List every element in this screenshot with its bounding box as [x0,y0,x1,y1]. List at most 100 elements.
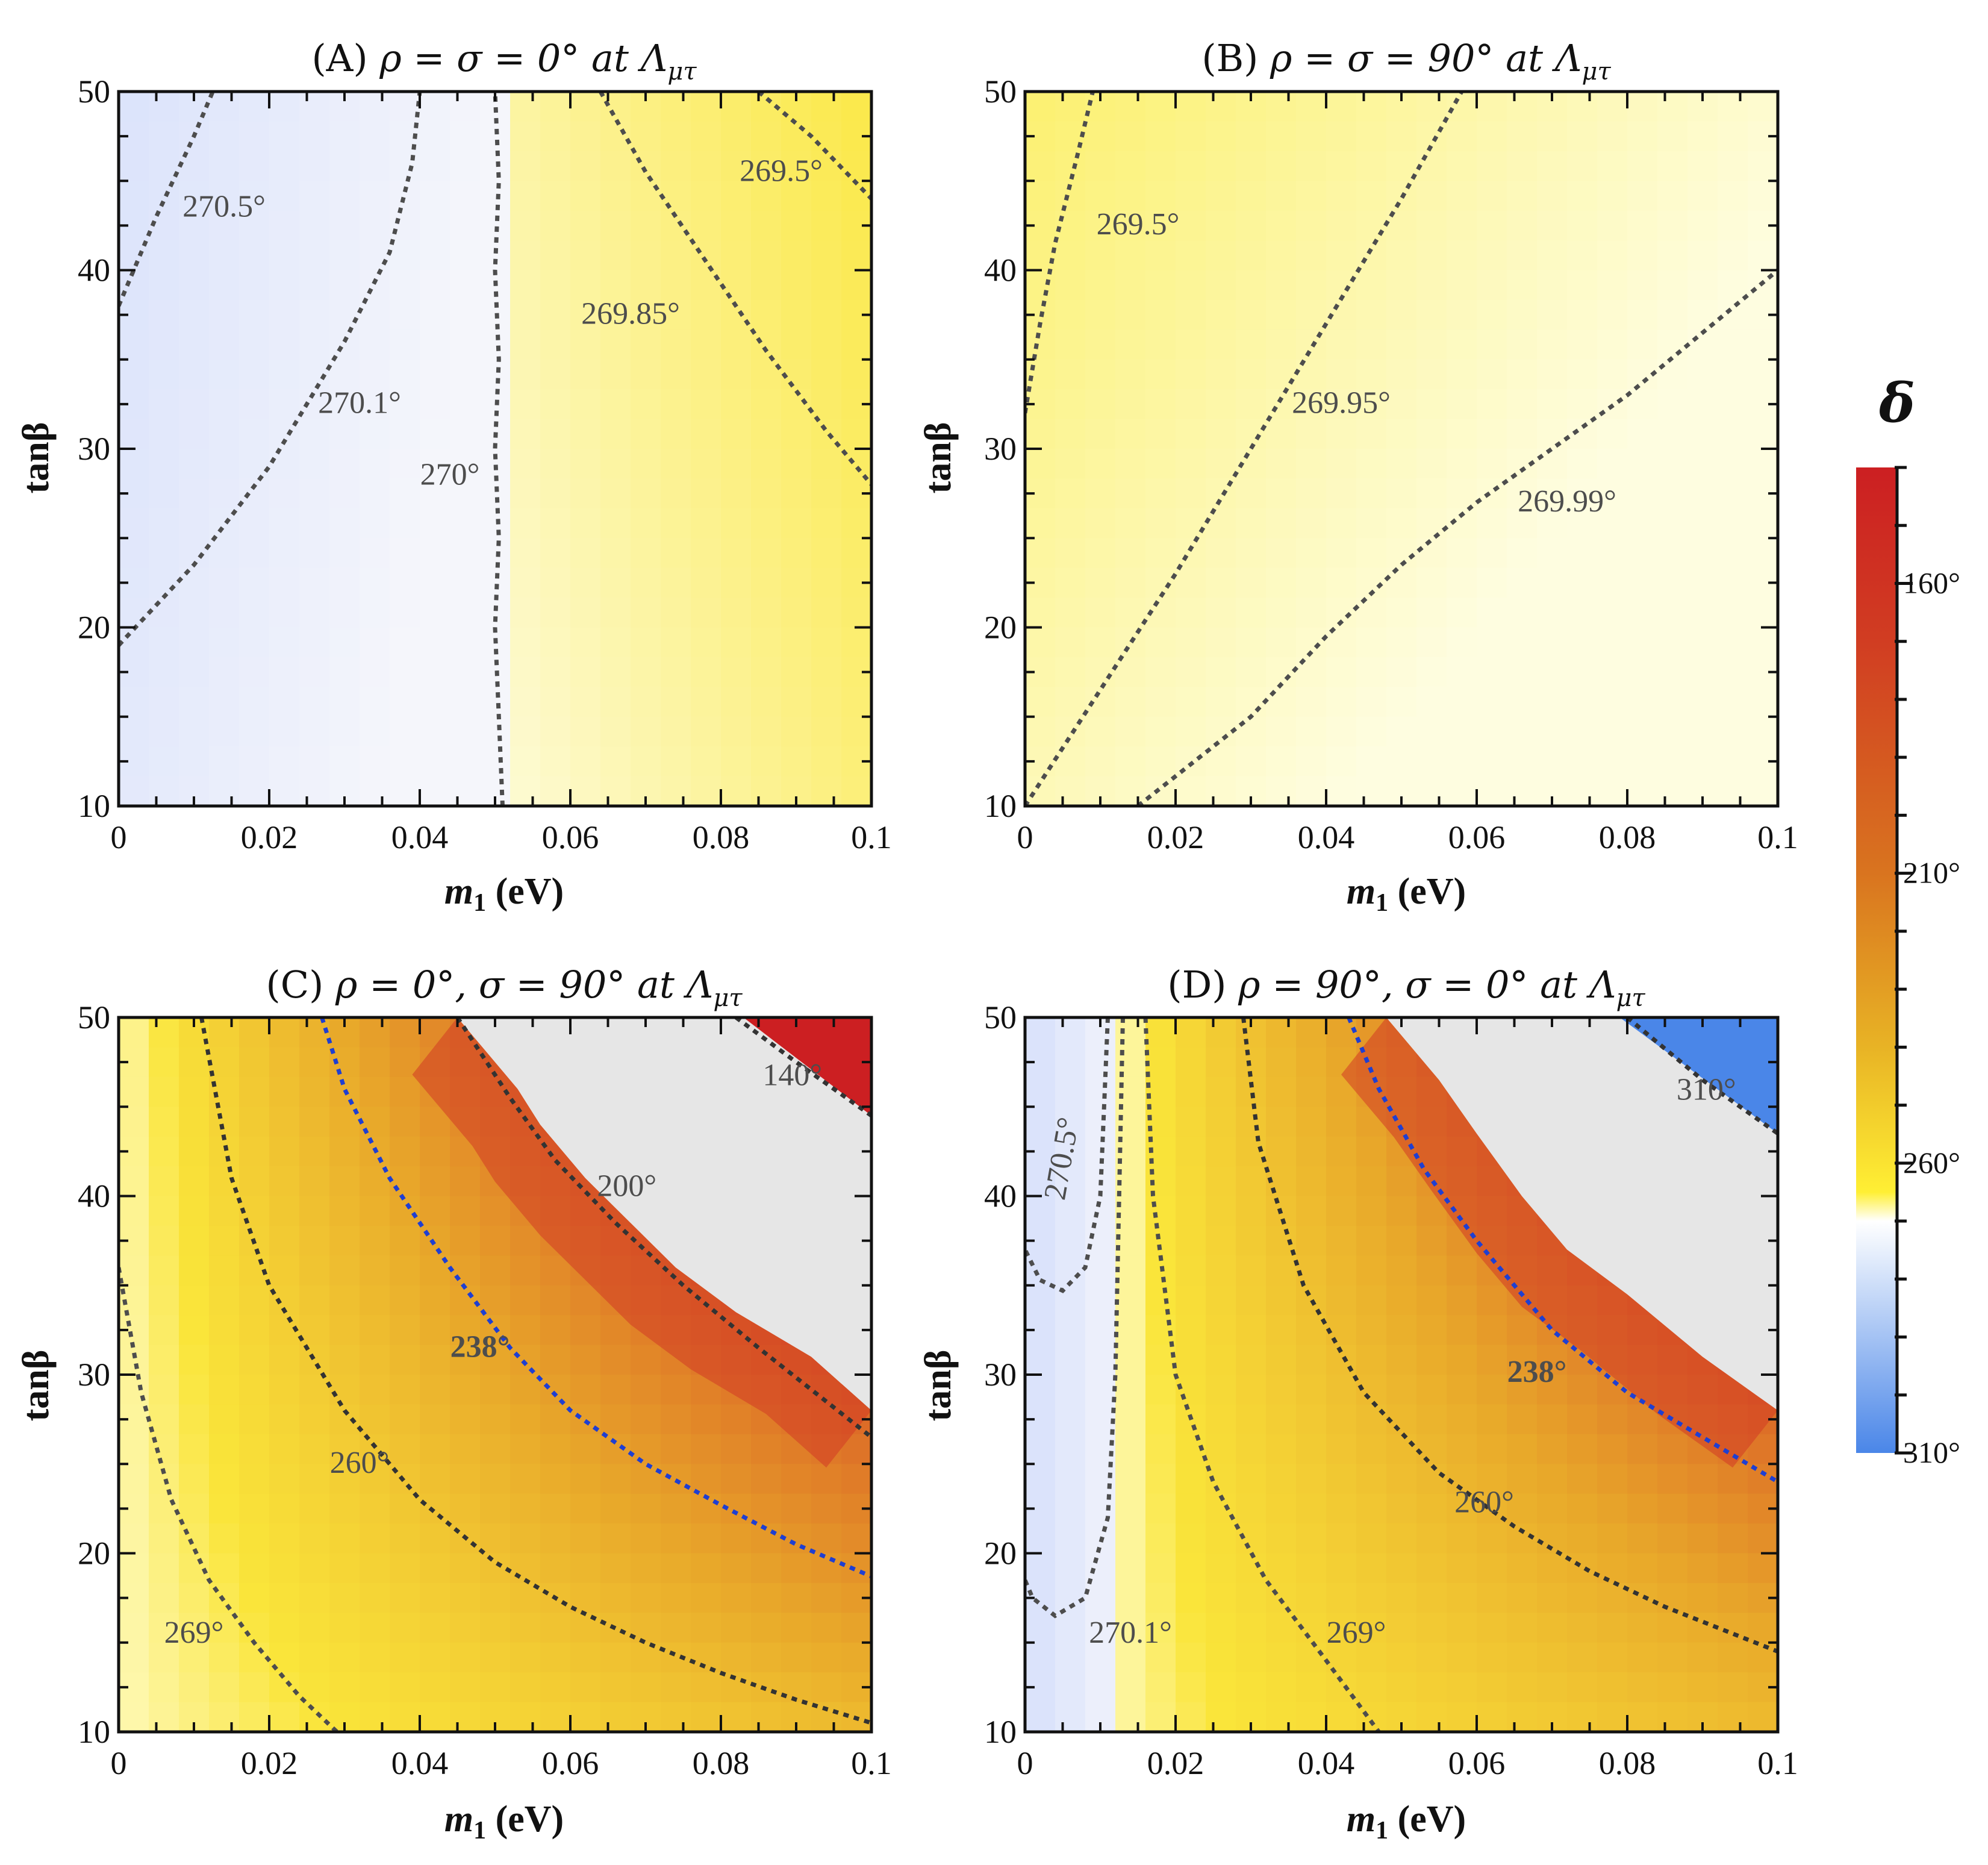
contour-label-b-269-95: 269.95° [1292,386,1391,420]
xtick-label: 0 [111,1745,127,1781]
xtick-label: 0 [1017,819,1033,855]
contour-d-310 [1625,1017,1778,1136]
contour-label-a-269-5: 269.5° [740,154,823,188]
xtick-label: 0.04 [391,1745,449,1781]
xtick-label: 0.08 [1599,819,1656,855]
contour-d-269 [1143,1017,1381,1732]
contour-a-270-5 [119,92,215,307]
xtick-label: 0.06 [1448,1745,1506,1781]
ytick-label: 50 [78,73,110,110]
panel-a: 270.5° 270.1° 270° 269.85° 269.5° 0 0.02 0.04 0.… [78,73,892,855]
contour-a-269-5 [757,92,871,201]
contour-b-269-5 [1025,92,1095,414]
contour-c-260 [199,1017,871,1725]
region-corner-top-c [743,1017,871,1116]
xtick-label: 0.06 [542,819,599,855]
panel-c-title: (C) ρ = 0°, σ = 90° at Λμτ [266,963,743,1012]
ytick-label: 10 [78,788,110,824]
contour-label-c-260: 260° [330,1446,390,1480]
region-edge-d [1341,1017,1778,1468]
xtick-label: 0.08 [1599,1745,1656,1781]
panel-b-xlabel: m1 (eV) [1347,871,1466,917]
panel-d-ylabel: tanβ [918,1350,959,1422]
contour-label-d-270-1: 270.1° [1089,1616,1172,1650]
contour-label-d-238: 238° [1507,1355,1567,1389]
contour-label-a-270-5: 270.5° [182,190,266,224]
panel-d-xlabel: m1 (eV) [1347,1799,1466,1845]
colorbar-tick-label: 160° [1903,566,1960,599]
ytick-label: 20 [78,610,110,646]
ytick-label: 40 [78,252,110,289]
xtick-label: 0.08 [693,1745,750,1781]
contour-d-270-1 [1025,1017,1125,1619]
xtick-label: 0.04 [1298,819,1355,855]
ytick-label: 30 [78,1357,110,1393]
contour-a-269-85 [598,92,871,486]
contour-label-c-140: 140° [762,1058,822,1093]
ytick-label: 20 [984,610,1017,646]
colorbar-tick-label: 310° [1903,1435,1960,1469]
contour-d-270-5 [1025,1017,1110,1293]
xtick-label: 0.02 [241,819,298,855]
ytick-label: 40 [984,252,1017,289]
ytick-label: 10 [984,788,1017,824]
xtick-label: 0.02 [241,1745,298,1781]
ytick-label: 30 [78,431,110,467]
contour-label-c-200: 200° [597,1169,656,1204]
xtick-label: 0 [111,819,127,855]
panel-c: 269° 260° 238° 200° 140° 0 0.02 0.04 0.06 0.08 0.1… [78,999,892,1781]
panel-a-ylabel: tanβ [16,422,57,494]
panel-c-ylabel: tanβ [16,1350,57,1422]
contour-label-a-270-1: 270.1° [318,386,401,420]
colorbar-gradient [1856,467,1897,1453]
ytick-label: 20 [984,1535,1017,1572]
ytick-label: 40 [984,1178,1017,1214]
contour-label-d-269: 269° [1327,1616,1386,1650]
contour-label-b-269-99: 269.99° [1518,484,1616,519]
contour-c-269 [119,1267,338,1732]
panel-c-xlabel: m1 (eV) [444,1799,564,1845]
contour-d-238 [1347,1017,1778,1484]
xtick-label: 0.08 [693,819,750,855]
panel-a-xlabel: m1 (eV) [444,871,564,917]
xtick-label: 0.04 [1298,1745,1355,1781]
contour-c-238 [320,1017,871,1579]
panel-b-ylabel: tanβ [918,422,959,494]
contour-label-b-269-5: 269.5° [1097,207,1180,242]
ytick-label: 50 [984,73,1017,110]
ytick-label: 50 [984,999,1017,1036]
region-edge-c [412,1017,871,1468]
ytick-label: 30 [984,1357,1017,1393]
xtick-label: 0.1 [1757,1745,1798,1781]
xtick-label: 0.02 [1147,819,1204,855]
panel-b-field [1025,92,1778,806]
xtick-label: 0.06 [542,1745,599,1781]
xtick-label: 0.1 [851,819,892,855]
contour-label-a-269-85: 269.85° [581,296,680,331]
ytick-label: 10 [984,1714,1017,1750]
xtick-label: 0.04 [391,819,449,855]
xtick-label: 0.06 [1448,819,1506,855]
panel-d-title: (D) ρ = 90°, σ = 0° at Λμτ [1167,963,1645,1012]
xtick-label: 0.02 [1147,1745,1204,1781]
panel-d: 270.5°270.1° 269°260°238°310°0 0.02 0.04 0.0… [984,999,1798,1781]
contour-c-140 [734,1017,871,1117]
contour-label-c-238: 238° [450,1329,510,1364]
panel-b-title: (B) ρ = σ = 90° at Λμτ [1201,36,1611,86]
region-excluded-top-c [457,1017,871,1411]
contour-label-d-310: 310° [1677,1072,1736,1107]
ytick-label: 10 [78,1714,110,1750]
xtick-label: 0.1 [851,1745,892,1781]
colorbar-tick-label: 260° [1903,1146,1960,1179]
xtick-label: 0.1 [1757,819,1798,855]
xtick-label: 0 [1017,1745,1033,1781]
contour-a-270-1 [119,92,422,647]
colorbar-tick-label: 210° [1903,856,1960,890]
ytick-label: 40 [78,1178,110,1214]
panel-a-title: (A) ρ = σ = 0° at Λμτ [311,36,697,86]
contour-d-260 [1241,1017,1778,1654]
colorbar-title: δ [1878,371,1915,435]
ytick-label: 20 [78,1535,110,1572]
contour-label-a-270: 270° [420,457,480,492]
